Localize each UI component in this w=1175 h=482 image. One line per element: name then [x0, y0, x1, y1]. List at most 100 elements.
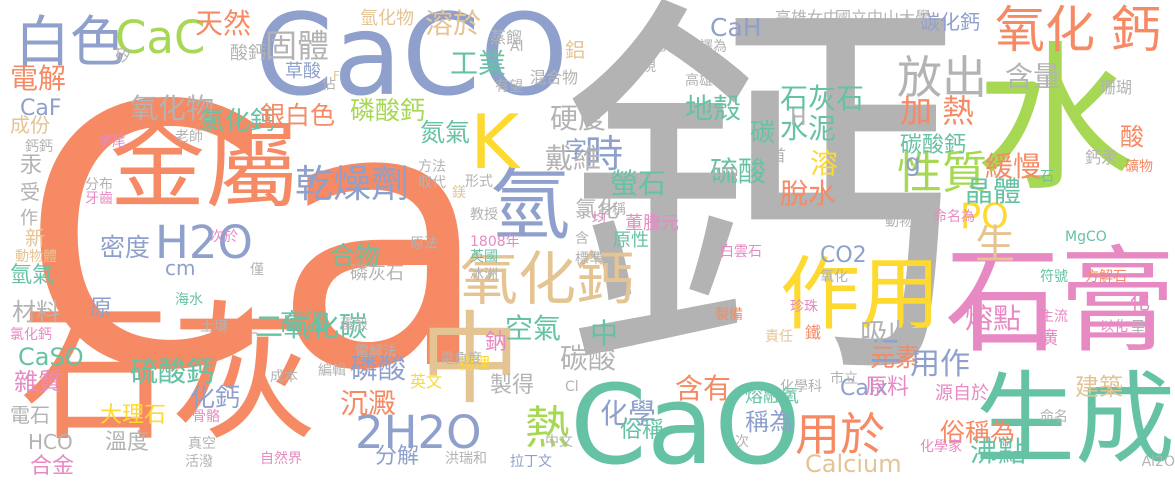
- word-124: 石: [1040, 169, 1054, 185]
- word-31: 碳酸鈣: [900, 133, 967, 158]
- word-162: 成本: [270, 369, 298, 385]
- word-168: 氯化鈣: [10, 327, 52, 343]
- word-91-hco: HCO: [28, 430, 73, 454]
- word-59: 含量: [1005, 60, 1062, 93]
- word-108: 礦物: [1125, 159, 1153, 175]
- word-6: 生成: [975, 361, 1175, 478]
- word-92: 電石: [10, 403, 50, 427]
- word-98: 高雄女中: [775, 8, 840, 27]
- word-100: 翻譯為: [685, 39, 727, 55]
- word-144: 責任: [765, 329, 793, 345]
- word-175: 取代: [418, 175, 446, 191]
- word-126: 高雄: [685, 73, 713, 89]
- word-129-1808: 1808年: [470, 234, 520, 250]
- word-113: 鈉: [485, 330, 508, 355]
- word-157: 洪瑞和: [445, 451, 487, 467]
- word-28: 石灰石: [780, 82, 865, 115]
- word-2-caco: CaCO: [255, 0, 569, 121]
- word-163: 編輯: [318, 363, 346, 379]
- word-137: 動物: [885, 214, 913, 230]
- word-143: 珍珠: [790, 299, 818, 315]
- word-140: 方解石: [1085, 269, 1127, 285]
- word-10: 氫: [490, 158, 570, 251]
- word-52: 戴維: [545, 142, 602, 175]
- word-17-2h2o: 2H2O: [355, 406, 482, 459]
- word-53: 螢石: [610, 167, 667, 200]
- word-101: 蒸餾: [490, 28, 523, 47]
- word-95-cah: CaH: [710, 13, 762, 42]
- word-63: 氫化物: [360, 8, 414, 29]
- word-155: 電負度: [440, 351, 482, 367]
- word-169: 動物體: [15, 249, 57, 265]
- word-139-mgco: MgCO: [1065, 229, 1107, 245]
- word-23: 時: [585, 132, 624, 176]
- word-5: 石膏: [944, 235, 1175, 369]
- word-110-h: H: [790, 106, 807, 131]
- word-188-al2o: Al2O: [1141, 454, 1175, 470]
- word-56: 溶: [810, 147, 839, 180]
- word-165: 蛋殼: [340, 317, 368, 333]
- word-174: 方法: [418, 159, 446, 175]
- word-156: 拉丁文: [510, 454, 552, 470]
- word-123: 廣: [1040, 328, 1058, 349]
- word-99: 鋁: [565, 38, 585, 62]
- word-161: 骨骼: [192, 409, 220, 425]
- word-51: 硬度: [550, 102, 607, 135]
- word-121: 化: [1130, 290, 1150, 314]
- word-38: 含有: [675, 372, 732, 405]
- word-106: 珊瑚: [1100, 78, 1133, 97]
- word-192: 鎂: [452, 185, 466, 201]
- word-4: 石灰: [20, 288, 321, 462]
- word-71: 銀白色: [260, 101, 336, 130]
- word-48-calcium: Calcium: [805, 450, 902, 478]
- word-130: 英國: [470, 249, 498, 265]
- word-150: 市立: [830, 371, 858, 387]
- word-9: 金屬: [110, 112, 301, 222]
- word-77: 氫氣: [10, 263, 55, 288]
- word-80-caso: CaSO: [18, 343, 84, 371]
- word-68: 成份: [10, 113, 50, 137]
- word-147: 氧化: [820, 269, 848, 285]
- word-41: 二: [870, 332, 903, 370]
- word-177: 名稱: [598, 202, 626, 218]
- word-43: 稱為: [745, 408, 793, 436]
- word-166: 海生: [230, 321, 258, 337]
- word-54: 硫酸: [710, 155, 767, 188]
- word-14: 白色: [15, 10, 126, 74]
- word-179: 次於: [210, 229, 238, 245]
- word-50: 原料: [865, 375, 910, 400]
- word-89: 俗稱: [620, 418, 665, 443]
- word-29-po: PO: [960, 197, 1009, 237]
- word-44: 俗稱為: [940, 418, 1016, 447]
- word-116: 原: [90, 296, 113, 321]
- word-158: 自然界: [260, 451, 302, 467]
- word-194-cl: Cl: [565, 379, 579, 395]
- word-172: 字尾: [98, 134, 126, 150]
- word-69: 氧化物: [130, 92, 215, 125]
- word-13: 氧化 鈣: [995, 1, 1161, 59]
- word-1: 鈣: [560, 0, 960, 432]
- word-197-f: F: [333, 69, 340, 83]
- word-170: 分布: [85, 177, 113, 193]
- word-149: 化學科: [780, 379, 822, 395]
- word-196: 鈣鈣: [25, 139, 53, 155]
- word-118: 受: [20, 180, 40, 204]
- word-115: 字: [565, 138, 588, 163]
- word-97: 國立中山大學: [835, 8, 932, 27]
- word-26: 溶於: [425, 7, 482, 40]
- word-35: 空氣: [505, 312, 562, 345]
- word-146: 白雲石: [720, 244, 762, 260]
- word-82: 硫酸鈣: [130, 355, 215, 388]
- word-111: 中: [590, 317, 619, 350]
- word-0-ca: Ca: [20, 30, 492, 449]
- word-16-h2o: H2O: [155, 216, 253, 269]
- word-184: 電位: [650, 35, 683, 54]
- word-81: 雜質: [14, 368, 62, 396]
- word-61: 地殼: [685, 92, 742, 125]
- word-85: 溫度: [105, 430, 150, 455]
- word-93-co2: CO2: [820, 243, 867, 268]
- word-119: 作: [20, 208, 38, 229]
- word-39: 元素: [870, 343, 921, 372]
- word-191: 中文: [545, 434, 573, 450]
- word-189: 命名: [1040, 409, 1068, 425]
